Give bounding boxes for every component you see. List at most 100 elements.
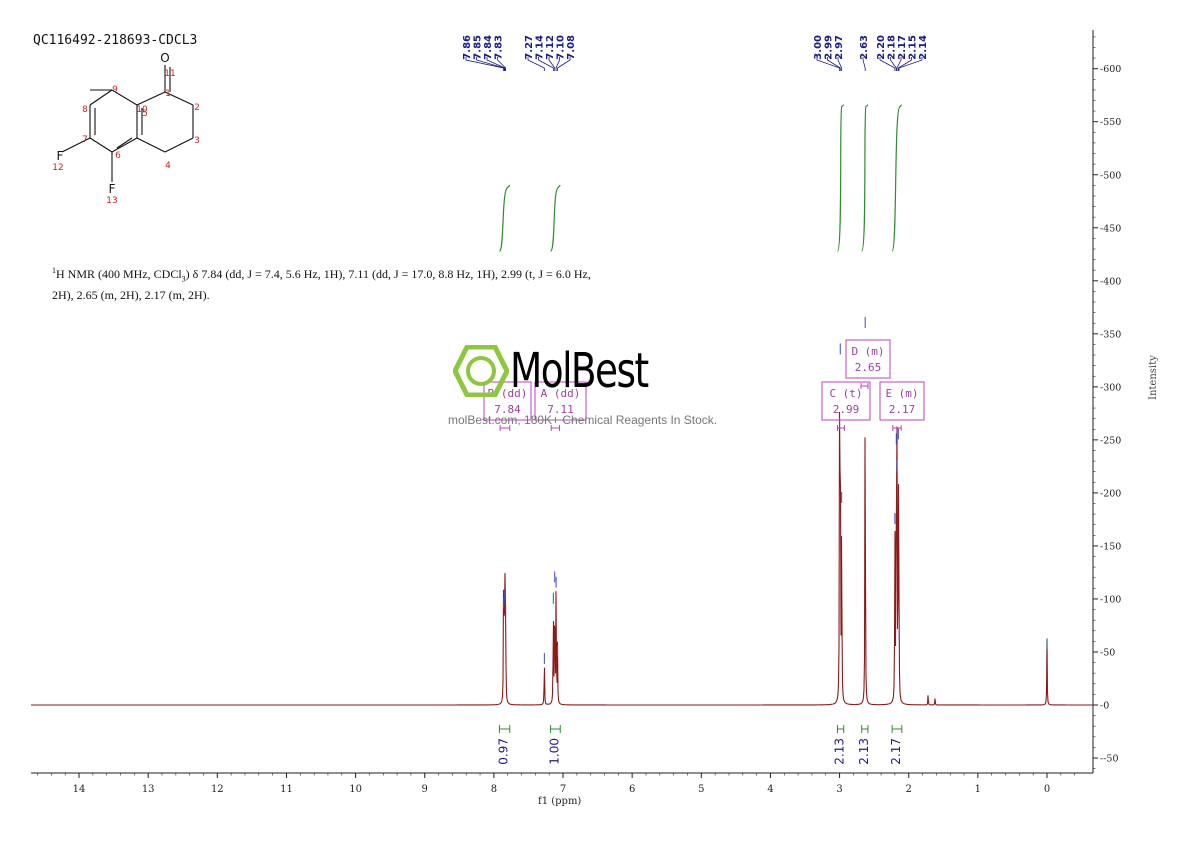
watermark-tagline: molBest.com, 180K+ Chemical Reagents In … bbox=[448, 413, 718, 427]
peak-label-leader bbox=[548, 57, 556, 71]
peak-label: 2.20 bbox=[876, 35, 887, 60]
x-axis-label: f1 (ppm) bbox=[538, 796, 582, 807]
atom-number: 8 bbox=[82, 105, 88, 115]
atom-number: 9 bbox=[112, 85, 118, 95]
multiplet-box bbox=[821, 381, 871, 421]
y-tick-label: -50 bbox=[1100, 647, 1115, 658]
peak-label-leader bbox=[497, 57, 507, 71]
x-tick-label: 11 bbox=[280, 784, 293, 795]
watermark-brand: MolBest bbox=[510, 343, 649, 399]
peak-label: 7.84 bbox=[483, 35, 494, 60]
molbest-logo-icon bbox=[453, 345, 509, 397]
atom-number: 1 bbox=[165, 89, 171, 99]
multiplet-label: C (t) bbox=[829, 387, 862, 400]
x-tick-label: 7 bbox=[560, 784, 566, 795]
double-bond bbox=[116, 137, 133, 149]
peak-label-leader bbox=[538, 57, 554, 71]
atom-number: 11 bbox=[164, 69, 175, 79]
y-tick-label: --50 bbox=[1100, 754, 1119, 765]
spectrum-line bbox=[31, 411, 1093, 706]
y-tick-label: -500 bbox=[1100, 170, 1121, 181]
integral-value: 2.13 bbox=[833, 738, 847, 765]
nmr-description-text-b: ) δ 7.84 (dd, J = 7.4, 5.6 Hz, 1H), 7.11… bbox=[52, 267, 591, 303]
multiplet-label: A (dd) bbox=[541, 387, 581, 400]
peak-label: 7.86 bbox=[462, 35, 473, 60]
x-tick-label: 0 bbox=[1044, 784, 1050, 795]
peak-label-leader bbox=[465, 57, 504, 71]
peak-label-leader bbox=[476, 57, 505, 71]
peak-label: 7.10 bbox=[556, 35, 567, 60]
integral-value: 0.97 bbox=[497, 738, 511, 765]
x-tick-label: 8 bbox=[491, 784, 497, 795]
bond bbox=[164, 91, 194, 106]
peak-label: 7.12 bbox=[545, 35, 556, 60]
atom-number: 7 bbox=[82, 135, 88, 145]
x-tick-label: 3 bbox=[836, 784, 842, 795]
y-tick-label: -350 bbox=[1100, 329, 1121, 340]
multiplet-shift: 7.84 bbox=[494, 403, 521, 416]
atom-number: 5 bbox=[142, 109, 148, 119]
y-axis-label: Intensity bbox=[1148, 355, 1159, 400]
peak-label-leader bbox=[898, 57, 923, 71]
integral-value: 2.13 bbox=[857, 738, 871, 765]
chloroform-subscript: 3 bbox=[181, 274, 186, 284]
multiplet-shift: 2.17 bbox=[889, 403, 916, 416]
multiplet-box bbox=[483, 381, 532, 421]
peak-label-leader bbox=[816, 57, 840, 71]
integral-curve bbox=[891, 104, 903, 252]
atom-number: 2 bbox=[194, 103, 200, 113]
x-tick-label: 6 bbox=[629, 784, 635, 795]
sample-title: QC116492-218693-CDCL3 bbox=[33, 33, 198, 48]
multiplet-shift: 2.65 bbox=[855, 361, 882, 374]
integral-curve bbox=[861, 104, 869, 252]
integral-value: 2.17 bbox=[889, 738, 903, 765]
multiplet-shift: 7.11 bbox=[547, 403, 574, 416]
multiplet-box bbox=[879, 381, 925, 421]
peak-label: 2.17 bbox=[897, 35, 908, 60]
bond bbox=[89, 89, 113, 106]
bond bbox=[111, 137, 138, 153]
peak-label-leader bbox=[896, 57, 902, 71]
integral-curve bbox=[498, 184, 511, 252]
x-tick-label: 14 bbox=[73, 784, 86, 795]
multiplet-box bbox=[845, 339, 891, 379]
atom-number: 13 bbox=[106, 196, 117, 206]
y-tick-label: -400 bbox=[1100, 276, 1121, 287]
nmr-description-text-a: H NMR (400 MHz, CDCl bbox=[56, 267, 182, 281]
x-tick-label: 2 bbox=[906, 784, 912, 795]
nmr-description: 1H NMR (400 MHz, CDCl3) δ 7.84 (dd, J = … bbox=[52, 262, 612, 304]
bond bbox=[136, 91, 166, 106]
bond bbox=[111, 89, 138, 106]
peak-label: 7.14 bbox=[535, 35, 546, 60]
x-tick-label: 10 bbox=[349, 784, 362, 795]
x-tick-label: 9 bbox=[422, 784, 428, 795]
atom-number: 4 bbox=[165, 161, 171, 171]
x-tick-label: 4 bbox=[767, 784, 773, 795]
nucleus-mass: 1 bbox=[52, 266, 56, 275]
x-tick-label: 5 bbox=[698, 784, 704, 795]
bond bbox=[164, 137, 194, 153]
y-tick-label: -550 bbox=[1100, 117, 1121, 128]
multiplet-label: E (m) bbox=[885, 387, 918, 400]
peak-label: 2.15 bbox=[908, 35, 919, 60]
peak-label-leader bbox=[890, 57, 897, 71]
peak-label: 2.97 bbox=[834, 35, 845, 60]
bond bbox=[61, 137, 91, 153]
bond bbox=[89, 137, 113, 153]
multiplet-box bbox=[534, 381, 587, 421]
y-tick-label: -200 bbox=[1100, 488, 1121, 499]
peak-label-leader bbox=[486, 57, 506, 71]
y-tick-label: -300 bbox=[1100, 382, 1121, 393]
y-tick-label: -150 bbox=[1100, 541, 1121, 552]
peak-label: 7.83 bbox=[494, 35, 505, 60]
peak-label: 7.85 bbox=[473, 35, 484, 60]
peak-label-leader bbox=[557, 57, 571, 71]
y-tick-label: -600 bbox=[1100, 64, 1121, 75]
x-tick-label: 1 bbox=[975, 784, 981, 795]
atom-number: 10 bbox=[136, 105, 148, 115]
peak-label: 3.00 bbox=[813, 35, 824, 60]
peak-label: 2.18 bbox=[887, 35, 898, 60]
